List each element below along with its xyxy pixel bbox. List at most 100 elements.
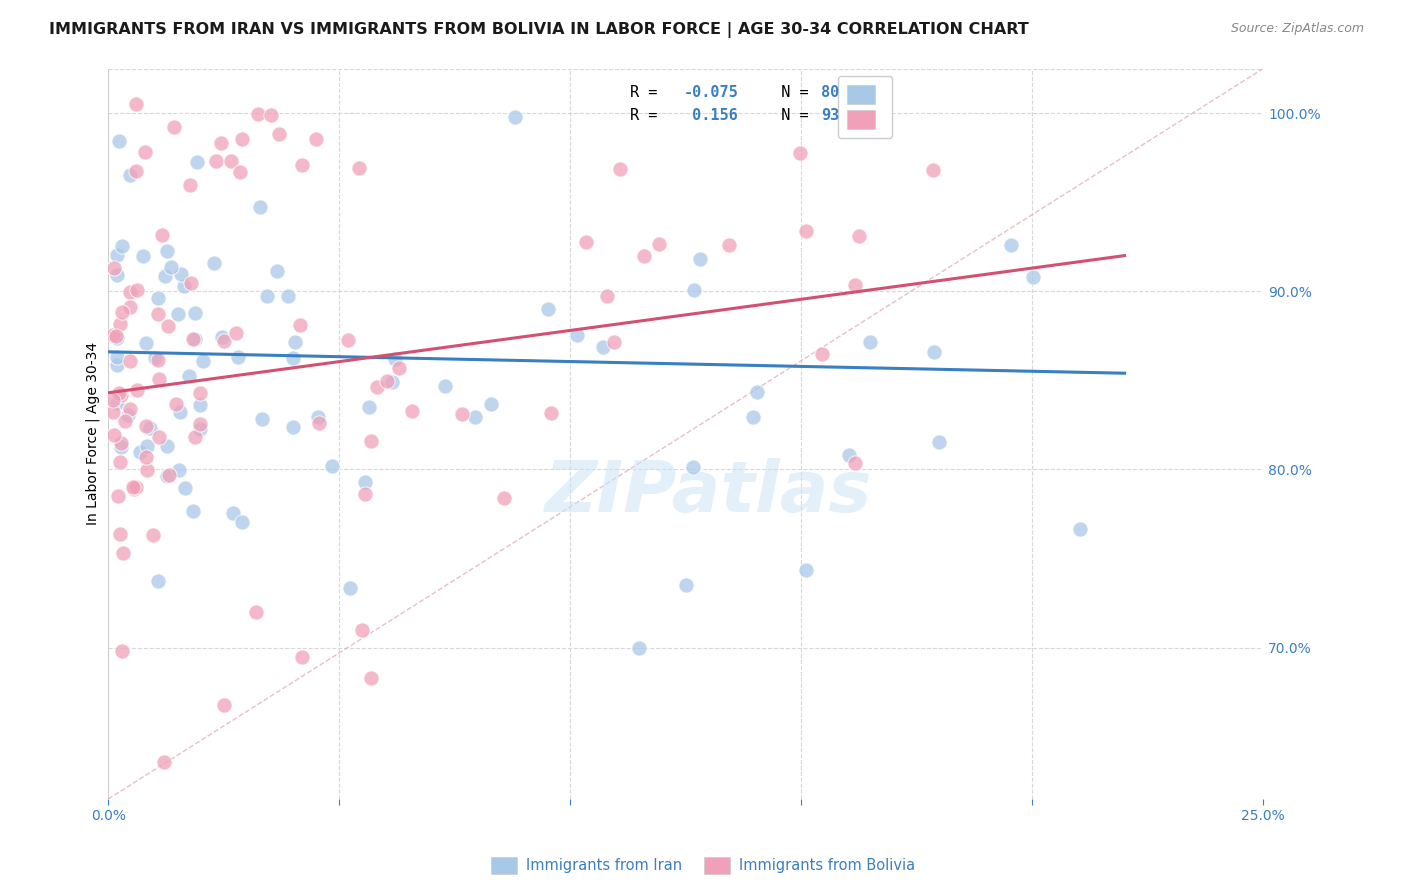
Point <box>1069 522 1091 536</box>
Text: N =: N = <box>763 85 818 100</box>
Legend: Immigrants from Iran, Immigrants from Bolivia: Immigrants from Iran, Immigrants from Bo… <box>485 851 921 880</box>
Text: IMMIGRANTS FROM IRAN VS IMMIGRANTS FROM BOLIVIA IN LABOR FORCE | AGE 30-34 CORRE: IMMIGRANTS FROM IRAN VS IMMIGRANTS FROM … <box>49 22 1029 38</box>
Point <box>205 154 228 169</box>
Point <box>173 279 195 293</box>
Point <box>811 346 834 360</box>
Point <box>277 288 299 302</box>
Point <box>260 108 283 122</box>
Point <box>219 154 242 169</box>
Point <box>921 162 943 177</box>
Point <box>633 249 655 263</box>
Point <box>156 439 179 453</box>
Point <box>838 448 860 462</box>
Point <box>125 283 148 297</box>
Point <box>173 481 195 495</box>
Point <box>108 527 131 541</box>
Point <box>540 406 562 420</box>
Point <box>794 224 817 238</box>
Text: N =: N = <box>763 108 818 123</box>
Point <box>156 244 179 258</box>
Point <box>266 264 288 278</box>
Point <box>222 507 245 521</box>
Point <box>181 504 204 518</box>
Text: 0.156: 0.156 <box>683 108 738 123</box>
Point <box>107 134 129 148</box>
Point <box>450 408 472 422</box>
Point <box>101 392 124 407</box>
Point <box>689 252 711 266</box>
Point <box>103 260 125 275</box>
Point <box>105 331 128 345</box>
Point <box>143 351 166 365</box>
Text: 93: 93 <box>821 108 839 123</box>
Point <box>675 578 697 592</box>
Point <box>794 563 817 577</box>
Point <box>231 515 253 529</box>
Point <box>101 328 124 343</box>
Point <box>357 401 380 415</box>
Point <box>181 332 204 346</box>
Point <box>339 581 361 595</box>
Point <box>609 162 631 177</box>
Point <box>188 398 211 412</box>
Point <box>156 468 179 483</box>
Point <box>503 110 526 124</box>
Point <box>188 385 211 400</box>
Point <box>745 384 768 399</box>
Point <box>246 106 269 120</box>
Point <box>789 145 811 160</box>
Point <box>120 285 142 300</box>
Point <box>132 249 155 263</box>
Point <box>231 131 253 145</box>
Point <box>741 409 763 424</box>
Point <box>283 420 305 434</box>
Point <box>124 163 146 178</box>
Point <box>156 318 179 333</box>
Point <box>136 463 159 477</box>
Point <box>135 450 157 464</box>
Point <box>188 422 211 436</box>
Point <box>163 120 186 135</box>
Point <box>184 430 207 444</box>
Point <box>105 358 128 372</box>
Point <box>211 330 233 344</box>
Point <box>179 178 201 193</box>
Point <box>111 304 134 318</box>
Point <box>494 491 516 505</box>
Point <box>129 445 152 459</box>
Point <box>148 574 170 589</box>
Point <box>848 229 870 244</box>
Point <box>105 268 128 283</box>
Point <box>464 410 486 425</box>
Point <box>152 755 174 769</box>
Point <box>153 268 176 283</box>
Point <box>110 436 132 450</box>
Point <box>118 402 141 417</box>
Point <box>107 489 129 503</box>
Point <box>628 640 651 655</box>
Point <box>267 127 290 141</box>
Point <box>682 460 704 475</box>
Point <box>844 456 866 470</box>
Point <box>225 326 247 341</box>
Point <box>111 644 134 658</box>
Point <box>134 145 156 160</box>
Point <box>169 267 191 281</box>
Point <box>360 434 382 448</box>
Point <box>212 698 235 712</box>
Point <box>844 278 866 293</box>
Point <box>118 168 141 182</box>
Point <box>308 417 330 431</box>
Point <box>592 340 614 354</box>
Text: ZIPatlas: ZIPatlas <box>546 458 873 527</box>
Text: R =: R = <box>630 108 666 123</box>
Point <box>125 97 148 112</box>
Point <box>291 649 314 664</box>
Point <box>307 409 329 424</box>
Point <box>336 333 359 347</box>
Point <box>202 256 225 270</box>
Point <box>159 260 181 274</box>
Point <box>105 350 128 364</box>
Point <box>401 404 423 418</box>
Point <box>169 463 191 477</box>
